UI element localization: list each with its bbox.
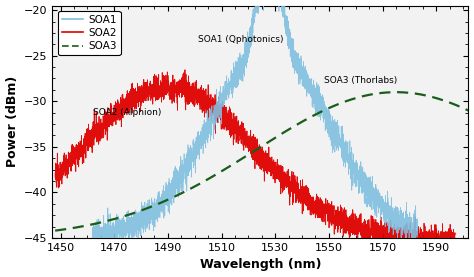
Legend: SOA1, SOA2, SOA3: SOA1, SOA2, SOA3 xyxy=(58,11,120,55)
X-axis label: Wavelength (nm): Wavelength (nm) xyxy=(200,258,321,271)
Y-axis label: Power (dBm): Power (dBm) xyxy=(6,76,18,167)
Text: SOA3 (Thorlabs): SOA3 (Thorlabs) xyxy=(324,76,397,85)
Text: SOA1 (Qphotonics): SOA1 (Qphotonics) xyxy=(198,35,283,44)
Text: SOA2 (Alphion): SOA2 (Alphion) xyxy=(93,108,161,117)
